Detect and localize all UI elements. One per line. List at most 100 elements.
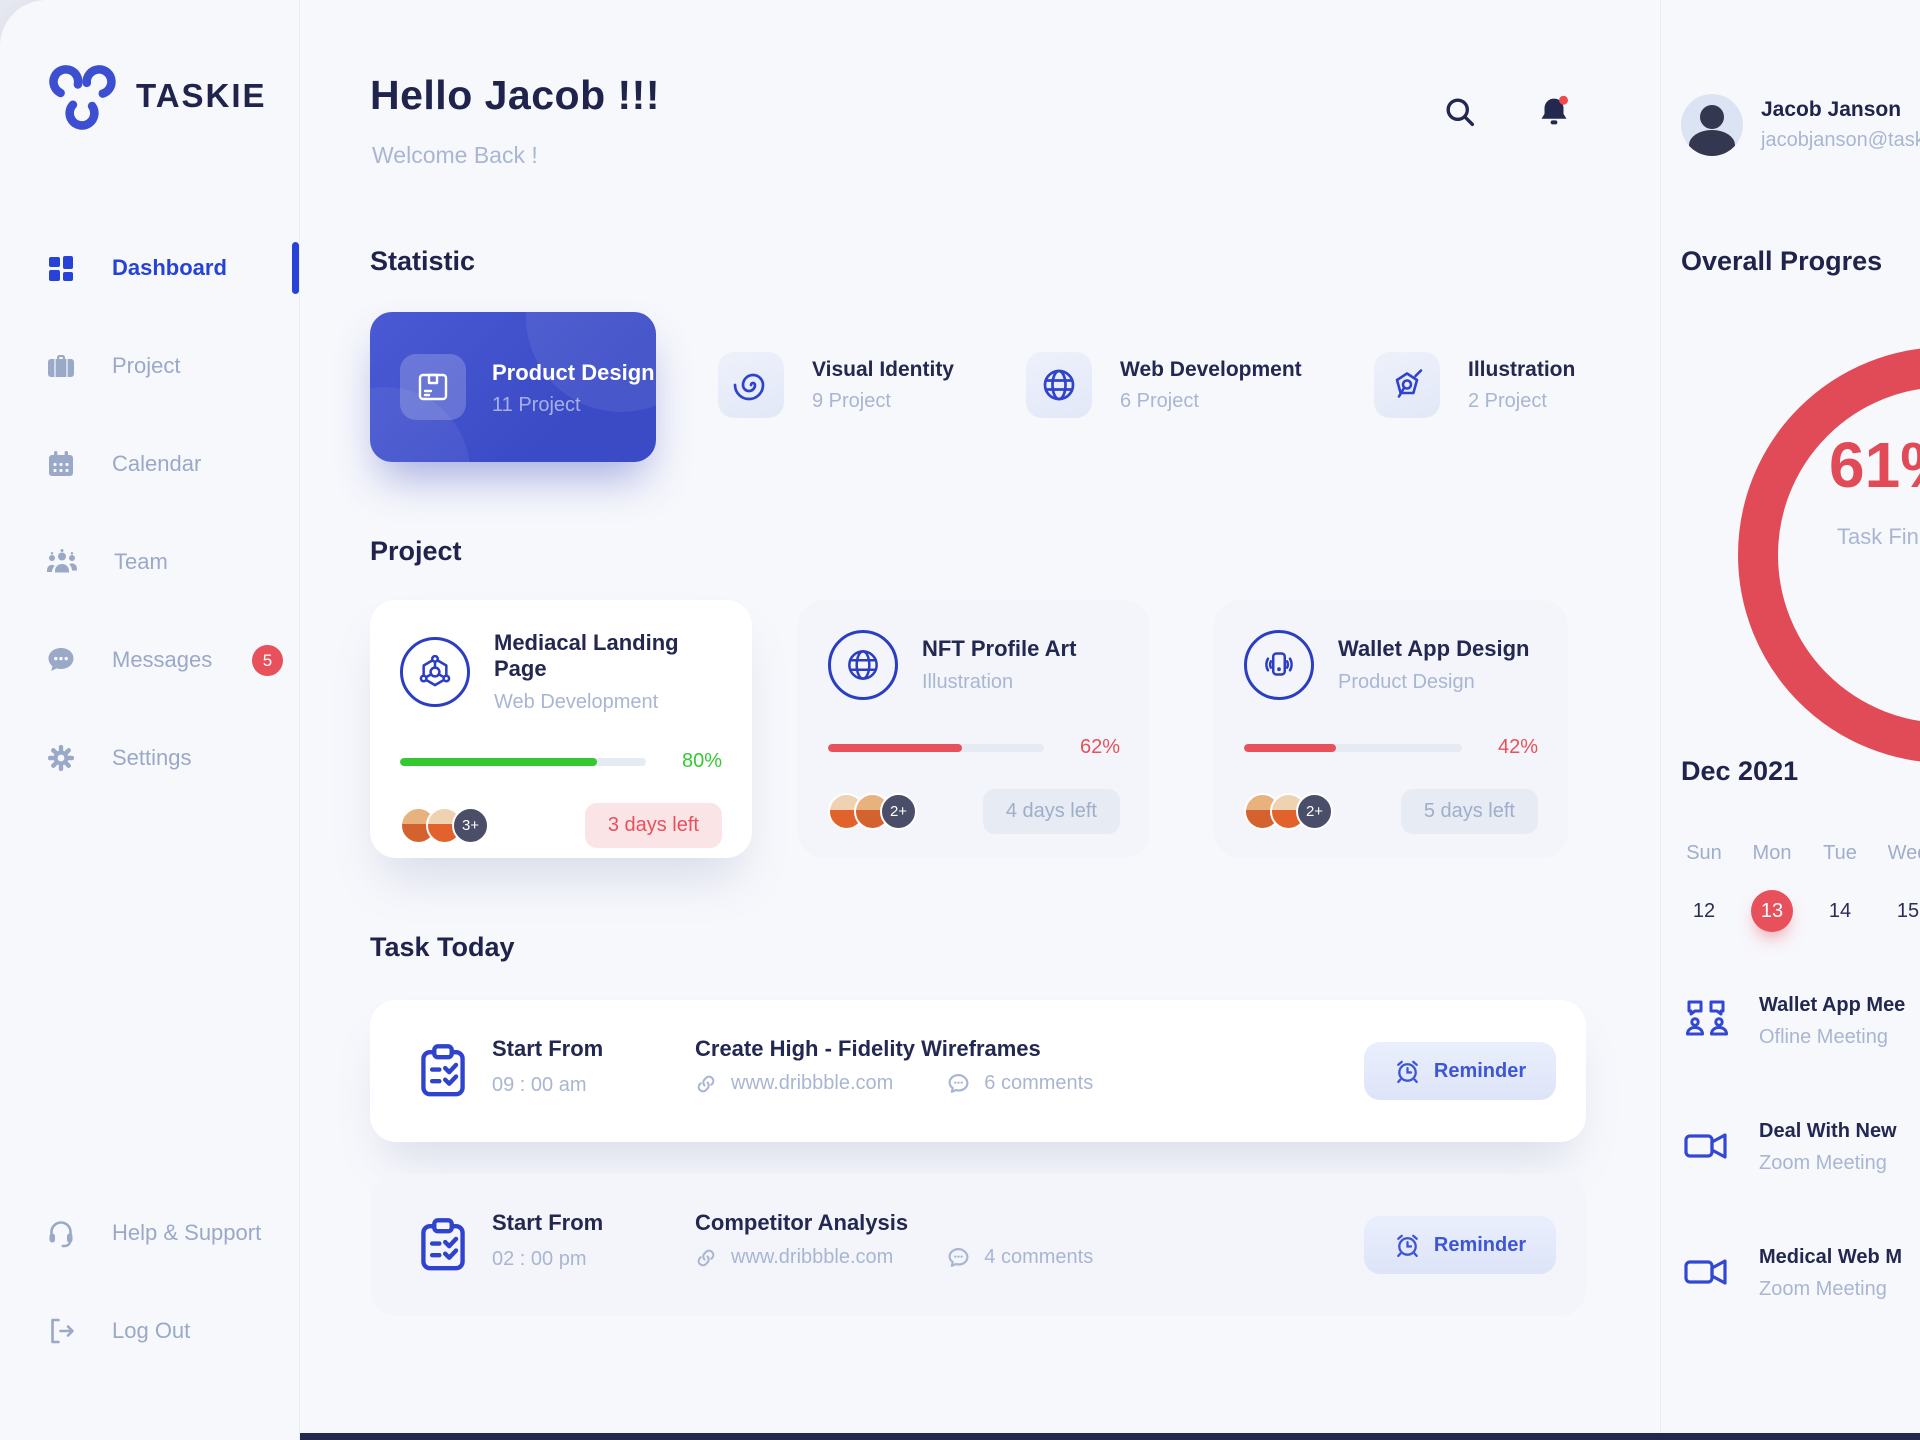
reminder-label: Reminder <box>1433 1233 1527 1256</box>
sidebar-item-logout[interactable]: Log Out <box>0 1307 299 1355</box>
video-icon <box>1684 1133 1727 1159</box>
search-icon <box>1446 98 1475 127</box>
project-card[interactable]: Mediacal Landing Page Web Development 80… <box>370 600 752 858</box>
taskie-logo-icon <box>49 65 116 130</box>
sidebar-item-settings[interactable]: Settings <box>0 734 299 782</box>
stat-icon-tile <box>718 352 784 418</box>
brand-name: TASKIE <box>136 77 267 114</box>
task-comments: 4 comments <box>984 1246 1094 1268</box>
stat-title: Product Design <box>492 360 655 385</box>
bottom-divider <box>300 1433 1920 1440</box>
stat-icon-tile <box>1374 352 1440 418</box>
reminder-button[interactable]: Reminder <box>1364 1042 1556 1100</box>
sidebar-item-help-support[interactable]: Help & Support <box>0 1209 299 1257</box>
briefcase-icon <box>48 355 74 377</box>
search-button[interactable] <box>1438 90 1482 134</box>
progress-percent: 62% <box>1079 736 1120 758</box>
progress-percent: 42% <box>1497 736 1538 758</box>
stat-card-product-design[interactable]: Product Design 11 Project <box>370 312 656 462</box>
section-title-task-today: Task Today <box>370 932 515 962</box>
project-card[interactable]: Wallet App Design Product Design 42% 2+ … <box>1214 600 1568 858</box>
stat-title: Visual Identity <box>812 357 954 381</box>
logout-icon <box>51 1318 74 1344</box>
stat-title: Web Development <box>1120 357 1302 381</box>
meeting-item[interactable]: Wallet App Mee Ofline Meeting <box>1681 994 1920 1049</box>
overall-progress-percent: 61% <box>1829 429 1920 501</box>
stat-icon-tile <box>400 354 466 420</box>
calendar-date[interactable]: 12 <box>1692 899 1716 922</box>
sidebar-item-label: Log Out <box>112 1318 191 1343</box>
sidebar-footer: Help & Support Log Out <box>0 1209 299 1355</box>
clipboard-icon <box>421 1044 465 1097</box>
pen-nib-icon <box>1395 369 1423 398</box>
meeting-item[interactable]: Deal With New Zoom Meeting <box>1681 1120 1920 1175</box>
avatar-group: 2+ <box>1244 793 1333 830</box>
stat-count: 2 Project <box>1468 389 1547 412</box>
sidebar-item-team[interactable]: Team <box>0 538 299 586</box>
sidebar-item-project[interactable]: Project <box>0 342 299 390</box>
notifications-button[interactable] <box>1532 90 1576 134</box>
sidebar-item-calendar[interactable]: Calendar <box>0 440 299 488</box>
stat-title: Illustration <box>1468 357 1576 381</box>
molecule-icon <box>400 637 470 707</box>
team-icon <box>47 549 77 573</box>
stat-icon-tile <box>1026 352 1092 418</box>
meeting-title: Deal With New <box>1759 1120 1897 1142</box>
calendar-date-selected[interactable]: 13 <box>1743 890 1801 932</box>
comment-icon <box>948 1248 969 1267</box>
avatar <box>1681 94 1743 156</box>
project-category: Product Design <box>1338 671 1475 693</box>
alarm-clock-icon <box>1397 1234 1418 1257</box>
calendar-month: Dec 2021 <box>1681 756 1799 786</box>
task-start-label: Start From <box>492 1210 604 1235</box>
progress-bar <box>400 757 646 766</box>
sidebar-item-label: Team <box>114 549 168 574</box>
avatar-more: 2+ <box>1296 793 1333 830</box>
comment-icon <box>948 1074 969 1093</box>
task-title: Create High - Fidelity Wireframes <box>695 1036 1041 1061</box>
task-start-label: Start From <box>492 1036 604 1061</box>
reminder-button[interactable]: Reminder <box>1364 1216 1556 1274</box>
meeting-title: Wallet App Mee <box>1759 994 1906 1016</box>
link-icon <box>697 1249 715 1266</box>
headset-icon <box>49 1221 73 1248</box>
video-icon <box>1684 1259 1727 1285</box>
stat-card-illustration[interactable]: Illustration 2 Project <box>1374 352 1575 418</box>
stat-count: 9 Project <box>812 389 891 412</box>
calendar-date[interactable]: 14 <box>1828 899 1852 922</box>
overall-progress-caption: Task Finis <box>1837 524 1920 549</box>
meeting-type: Ofline Meeting <box>1759 1026 1888 1048</box>
sidebar-item-dashboard[interactable]: Dashboard <box>0 242 299 294</box>
task-row[interactable]: Start From 02 : 00 pm Competitor Analysi… <box>370 1174 1586 1316</box>
globe-icon <box>1043 369 1075 401</box>
sidebar-item-label: Help & Support <box>112 1220 262 1245</box>
avatar-more: 2+ <box>880 793 917 830</box>
task-link[interactable]: www.dribbble.com <box>731 1072 894 1094</box>
sidebar-item-messages[interactable]: Messages 5 <box>0 636 299 684</box>
calendar-icon <box>49 451 73 476</box>
meeting-item[interactable]: Medical Web M Zoom Meeting <box>1681 1246 1920 1301</box>
task-time: 09 : 00 am <box>492 1074 587 1096</box>
group-meeting-icon <box>1686 1000 1728 1036</box>
user-profile[interactable]: Jacob Janson jacobjanson@task <box>1681 94 1920 156</box>
stat-card-web-development[interactable]: Web Development 6 Project <box>1026 352 1302 418</box>
project-card[interactable]: NFT Profile Art Illustration 62% 2+ 4 da… <box>798 600 1150 858</box>
link-icon <box>697 1075 715 1092</box>
day-name: Tue <box>1823 842 1857 864</box>
task-link[interactable]: www.dribbble.com <box>731 1246 894 1268</box>
notification-dot <box>1559 95 1568 105</box>
sidebar: TASKIE Dashboard Project Calendar Team M… <box>0 0 300 1440</box>
messages-badge: 5 <box>252 645 283 676</box>
meeting-title: Medical Web M <box>1759 1246 1902 1268</box>
stat-card-visual-identity[interactable]: Visual Identity 9 Project <box>718 352 954 418</box>
user-email: jacobjanson@task <box>1761 129 1920 151</box>
progress-bar <box>828 743 1044 752</box>
meeting-type: Zoom Meeting <box>1759 1278 1887 1300</box>
globe-icon <box>828 630 898 700</box>
calendar-date[interactable]: 15 <box>1896 899 1920 922</box>
task-row[interactable]: Start From 09 : 00 am Create High - Fide… <box>370 1000 1586 1142</box>
meeting-type: Zoom Meeting <box>1759 1152 1887 1174</box>
project-title: Mediacal Landing Page <box>494 630 679 681</box>
calendar-dates: 12 13 14 15 <box>1675 890 1920 932</box>
